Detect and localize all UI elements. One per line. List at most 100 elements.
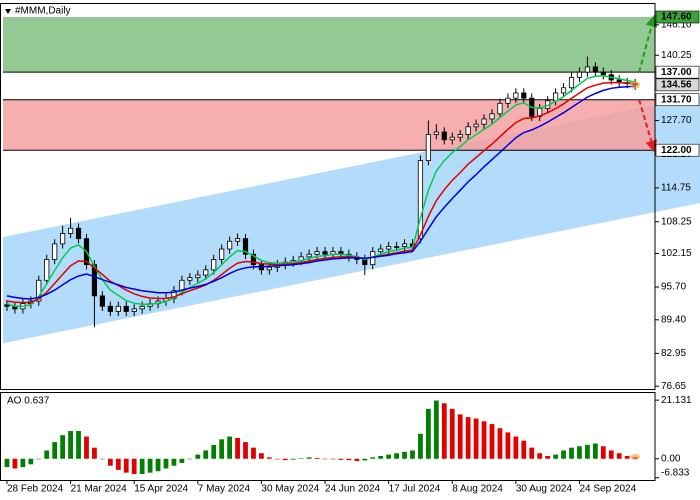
candle-body	[417, 160, 424, 240]
x-tick-label: 21 Mar 2024	[71, 484, 128, 495]
indicator-title: AO 0.637	[7, 396, 50, 407]
candle-body	[314, 251, 320, 255]
x-tick-label: 17 Jul 2024	[389, 484, 441, 495]
price-label: 134.56	[661, 79, 692, 90]
ao-bar	[378, 455, 384, 459]
y-tick-label: 89.40	[661, 314, 686, 325]
candle-body	[123, 305, 129, 312]
candle-body	[378, 248, 384, 253]
forecast-arrow	[638, 99, 658, 153]
ao-bar	[330, 458, 336, 460]
ao-bar	[600, 446, 606, 459]
last-bar-highlight	[630, 80, 641, 89]
ao-bar	[147, 458, 153, 473]
price-label-box	[655, 65, 700, 79]
candle-body	[250, 253, 257, 266]
ao-bar	[592, 443, 598, 459]
price-label: 147.60	[661, 12, 692, 23]
candle-body	[234, 238, 241, 242]
ao-bar	[20, 458, 26, 468]
ao-bar	[76, 431, 81, 459]
ao-bar	[92, 447, 97, 459]
y-tick-label: 21.131	[661, 395, 692, 406]
ao-bar	[346, 458, 352, 461]
ao-bar	[386, 454, 392, 459]
candle-body	[60, 233, 66, 245]
main-panel-frame	[0, 3, 656, 390]
candle-body	[67, 227, 74, 234]
ao-bar	[28, 458, 34, 465]
ao-bar	[465, 417, 471, 459]
ao-bar	[418, 433, 423, 459]
ao-bar	[298, 458, 304, 459]
price-label: 137.00	[661, 67, 692, 78]
candle-body	[576, 71, 583, 78]
ao-bar	[616, 453, 622, 459]
ao-bar	[171, 458, 177, 466]
ao-bar	[481, 421, 487, 459]
candle-body	[131, 308, 137, 312]
candle-body	[322, 251, 328, 255]
x-tick-label: 24 Jun 2024	[325, 484, 380, 495]
candle-body	[75, 227, 82, 240]
ao-bar	[4, 458, 10, 468]
ao-bar	[282, 458, 288, 461]
ao-bar	[608, 450, 614, 459]
candle-body	[187, 277, 193, 281]
ao-bar	[473, 418, 479, 459]
candle-body	[195, 274, 201, 279]
ao-bar	[243, 442, 248, 459]
last-bar-highlight	[630, 454, 641, 461]
ao-bar	[259, 453, 264, 459]
candle-body	[211, 259, 217, 271]
ao-bar	[489, 424, 495, 459]
ao-bar	[60, 435, 66, 459]
candle-body	[473, 123, 479, 128]
candle-body	[457, 134, 463, 138]
ao-bar	[354, 458, 360, 461]
ao-bar	[227, 436, 232, 459]
price-label-box	[655, 10, 700, 24]
candle-body	[4, 304, 10, 307]
ao-bar	[251, 447, 256, 459]
ao-bar	[187, 458, 193, 460]
moving-average	[6, 75, 636, 308]
candle-body	[481, 118, 487, 125]
ao-bar	[44, 450, 50, 459]
ao-bar	[100, 458, 105, 460]
trend-channel	[3, 95, 700, 344]
ao-bar	[513, 436, 519, 459]
candle-body	[433, 131, 439, 135]
candle-body	[219, 248, 225, 260]
y-tick-label: 82.95	[661, 348, 686, 359]
ao-bar	[36, 458, 42, 460]
ao-bar	[362, 458, 368, 461]
ao-bar	[577, 446, 582, 459]
ao-bar	[537, 453, 543, 459]
y-tick-label: 108.25	[661, 216, 692, 227]
ao-bar	[449, 408, 455, 459]
ao-bar	[290, 458, 296, 460]
ao-bar	[155, 458, 161, 472]
ao-bar	[545, 455, 551, 459]
y-tick-label: 146.10	[661, 19, 692, 30]
price-label-box	[655, 78, 700, 92]
candle-body	[91, 264, 98, 297]
y-tick-label: 76.65	[661, 381, 686, 392]
candle-body	[52, 243, 58, 260]
y-tick-label: 127.70	[661, 115, 692, 126]
ao-bar	[139, 458, 145, 475]
candle-body	[393, 246, 400, 248]
ao-bar	[219, 439, 225, 459]
ao-bar	[624, 455, 630, 459]
candle-body	[592, 66, 598, 73]
price-label: 122.00	[661, 145, 692, 156]
y-tick-label: 140.25	[661, 50, 692, 61]
x-tick-label: 7 May 2024	[198, 484, 251, 495]
candle-body	[401, 243, 408, 247]
ao-bar	[274, 458, 280, 460]
y-tick-label: 95.70	[661, 282, 686, 293]
ao-bar	[497, 428, 503, 459]
ao-panel-frame	[0, 392, 656, 481]
candle-body	[99, 295, 105, 307]
